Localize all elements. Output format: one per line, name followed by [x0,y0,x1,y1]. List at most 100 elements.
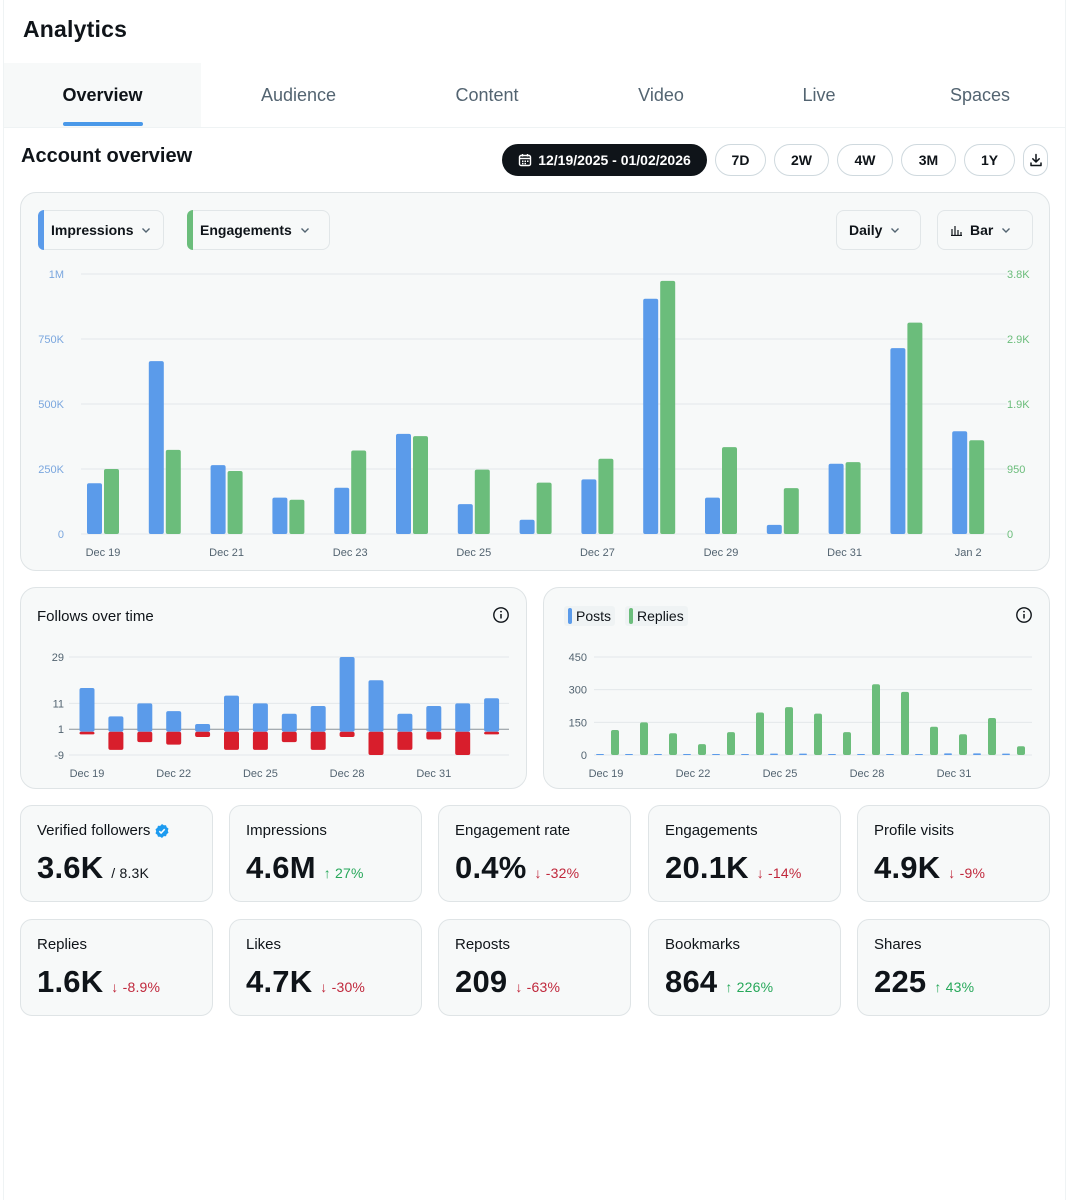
range-1y-button[interactable]: 1Y [964,144,1015,176]
arrow-up-icon: ↑ [934,979,946,995]
tab-spaces[interactable]: Spaces [894,63,1066,127]
stat-value: 209 [455,964,508,999]
page-frame [3,0,1066,1200]
engagements-bar [165,449,181,534]
info-icon[interactable] [1015,606,1033,624]
stat-card-engagement-rate[interactable]: Engagement rate 0.4% ↓ -32% [438,805,631,902]
x-tick-label: Dec 28 [850,768,885,780]
follows-bar [368,680,384,732]
engagements-bar [413,436,428,534]
posts-bar [915,754,923,755]
interval-dropdown[interactable]: Daily [836,210,921,250]
stat-card-bookmarks[interactable]: Bookmarks 864 ↑ 226% [648,919,841,1016]
x-tick-label: Dec 25 [456,547,491,559]
follows-bar [252,703,268,732]
stat-label: Reposts [455,936,510,953]
follows-bar [397,713,413,732]
posts-bar [683,754,691,755]
engagements-bar [969,440,985,534]
stat-value: 1.6K [37,964,104,999]
engagements-bar [289,499,305,534]
bar-chart-icon [951,226,962,236]
section-title: Account overview [21,145,193,167]
unfollows-bar [339,731,355,737]
posts-bar [886,754,894,755]
unfollows-bar [108,731,124,750]
y-tick-label: 150 [569,717,587,729]
follows-bar [426,706,442,732]
posts-bar [625,754,633,755]
stat-card-verified-followers[interactable]: Verified followers 3.6K / 8.3K [20,805,213,902]
follows-bar [484,698,500,732]
follows-bar [108,716,124,732]
chevron-down-icon [1002,228,1011,233]
stat-card-engagements[interactable]: Engagements 20.1K ↓ -14% [648,805,841,902]
x-tick-label: Dec 28 [330,768,365,780]
stat-card-impressions[interactable]: Impressions 4.6M ↑ 27% [229,805,422,902]
stat-change-value: -8.9% [122,979,161,995]
legend-posts[interactable]: Posts [564,606,616,626]
stat-card-likes[interactable]: Likes 4.7K ↓ -30% [229,919,422,1016]
unfollows-bar [166,731,182,745]
stat-label: Shares [874,936,922,953]
tab-video[interactable]: Video [578,63,744,127]
stat-label-text: Engagement rate [455,822,571,839]
posts-card: Posts Replies 0 150 300 450 Dec 19 Dec 22 Dec … [543,587,1050,789]
range-3m-button[interactable]: 3M [901,144,956,176]
y-left-tick-label: 750K [38,334,64,346]
engagements-bar [660,280,676,534]
stat-value-row: 1.6K ↓ -8.9% [37,964,160,1000]
arrow-down-icon: ↓ [948,865,960,881]
range-4w-button[interactable]: 4W [837,144,893,176]
tab-content[interactable]: Content [396,63,578,127]
stat-value: 4.7K [246,964,313,999]
stat-card-profile-visits[interactable]: Profile visits 4.9K ↓ -9% [857,805,1050,902]
stat-card-reposts[interactable]: Reposts 209 ↓ -63% [438,919,631,1016]
legend-replies[interactable]: Replies [625,606,688,626]
chart-type-dropdown[interactable]: Bar [937,210,1033,250]
stat-change-value: -63% [526,979,561,995]
follows-title: Follows over time [37,608,154,625]
info-icon[interactable] [492,606,510,624]
x-tick-label: Dec 21 [209,547,244,559]
follows-bar [224,695,239,732]
y-tick-label: 300 [569,685,587,697]
calendar-icon [519,154,532,167]
date-range-picker[interactable]: 12/19/2025 - 01/02/2026 [502,144,707,176]
stat-label-text: Bookmarks [665,936,741,953]
x-tick-label: Dec 25 [243,768,278,780]
stat-change: ↓ -8.9% [111,979,160,995]
x-tick-label: Dec 19 [86,547,121,559]
follows-bar [310,706,326,732]
tab-live[interactable]: Live [744,63,894,127]
replies-bar [843,732,851,755]
unfollows-bar [195,731,211,737]
tab-audience[interactable]: Audience [201,63,396,127]
stat-change: ↓ -9% [948,865,985,881]
stat-label: Likes [246,936,281,953]
range-2w-button[interactable]: 2W [774,144,829,176]
impressions-bar [766,524,782,534]
tab-bar: Overview Audience Content Video Live Spa… [4,63,1066,128]
stat-value: 0.4% [455,850,527,885]
posts-bar [944,753,952,755]
tab-overview[interactable]: Overview [4,63,201,127]
chevron-down-icon [300,228,309,233]
stat-card-shares[interactable]: Shares 225 ↑ 43% [857,919,1050,1016]
stat-value-row: 4.7K ↓ -30% [246,964,365,1000]
posts-bar [654,754,662,755]
posts-legend: Posts Replies [564,606,688,626]
stat-value-row: 864 ↑ 226% [665,964,773,1000]
stat-card-replies[interactable]: Replies 1.6K ↓ -8.9% [20,919,213,1016]
range-7d-button[interactable]: 7D [715,144,766,176]
download-button[interactable] [1023,144,1048,176]
impressions-bar [396,433,411,534]
metric2-dropdown[interactable]: Engagements [187,210,330,250]
follows-bar [195,724,211,732]
stat-label-text: Reposts [455,936,511,953]
stat-change-value: -14% [768,865,802,881]
impressions-bar [457,504,473,534]
metric1-dropdown[interactable]: Impressions [38,210,164,250]
replies-bar [901,691,909,755]
stat-value-row: 3.6K / 8.3K [37,850,149,886]
